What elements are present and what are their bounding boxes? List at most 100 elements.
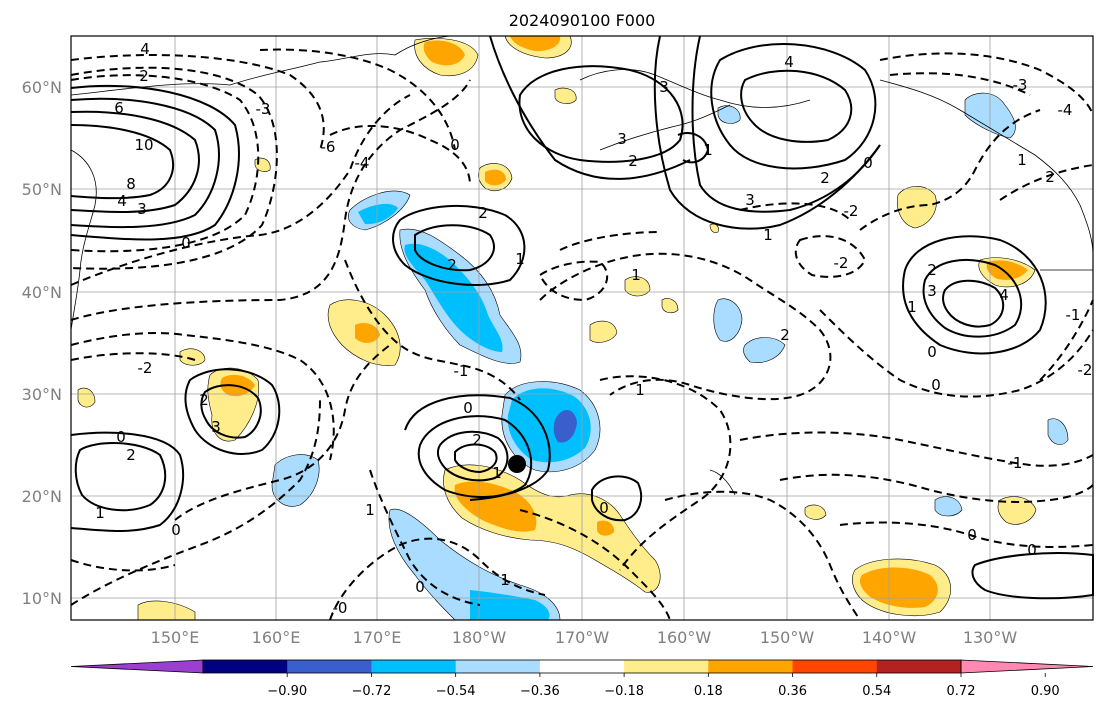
patch — [454, 481, 537, 532]
patch — [470, 590, 550, 620]
contour-label: -2 — [844, 202, 859, 220]
colorbar-tick-label: 0.54 — [862, 684, 891, 699]
solid-contours — [70, 35, 1094, 600]
contour-label: 2 — [628, 152, 638, 170]
colorbar-segment — [371, 660, 457, 673]
contour-line — [259, 48, 456, 151]
contour-label: 0 — [931, 376, 941, 394]
contour-label: 0 — [181, 234, 191, 252]
contour-label: 0 — [415, 578, 425, 596]
contour-line — [538, 260, 609, 302]
contour-label: 2 — [139, 67, 149, 85]
contour-label: -4 — [355, 154, 370, 172]
colorbar-segment — [876, 660, 962, 673]
figure-title: 2024090100 F000 — [509, 11, 656, 30]
patch — [597, 520, 615, 536]
contour-label: 2 — [447, 256, 457, 274]
contour-label: 3 — [745, 191, 755, 209]
colorbar-segment — [539, 660, 625, 673]
coastline-kamchatka — [70, 35, 451, 96]
contour-label: 4 — [140, 40, 150, 58]
colorbar-extend-low — [70, 659, 204, 674]
contour-label: 0 — [171, 521, 181, 539]
colorbar-tick-label: −0.36 — [520, 684, 560, 699]
lon-label-170e: 170°E — [353, 628, 402, 647]
lon-label-180w: 180°W — [452, 628, 507, 647]
contour-line — [70, 110, 200, 214]
contour-label: -1 — [454, 362, 469, 380]
contour-line — [559, 231, 661, 251]
contour-line — [653, 35, 881, 230]
contour-label: 1 — [365, 501, 375, 519]
patch — [485, 169, 506, 186]
contour-label: 4 — [784, 53, 794, 71]
contour-label: 1 — [703, 141, 713, 159]
latitude-axis: 60°N 50°N 40°N 30°N 20°N 10°N — [22, 78, 62, 608]
contour-label: 2 — [780, 326, 790, 344]
contour-label: 4 — [117, 192, 127, 210]
contour-label: 0 — [967, 526, 977, 544]
contour-line — [70, 124, 175, 200]
patch — [404, 243, 503, 352]
contour-label: 6 — [114, 99, 124, 117]
contour-line — [971, 552, 1094, 600]
contour-label: 10 — [134, 136, 153, 154]
contour-label: -6 — [321, 138, 336, 156]
coastline-kuril — [70, 149, 97, 331]
patch — [355, 323, 380, 343]
contour-label: -3 — [1013, 76, 1028, 94]
contour-label: 0 — [863, 154, 873, 172]
contour-label: 0 — [463, 399, 473, 417]
colorbar-tick-label: 0.72 — [947, 684, 976, 699]
contour-label: 1 — [95, 504, 105, 522]
contour-label: 2 — [1045, 168, 1055, 186]
gridlines — [71, 36, 1093, 620]
contour-line — [739, 431, 1094, 467]
contour-line — [839, 521, 1094, 548]
contour-label: 1 — [500, 571, 510, 589]
contour-line — [369, 469, 481, 606]
contour-line — [677, 132, 710, 164]
contour-label: -4 — [1058, 101, 1073, 119]
colorbar-outline — [202, 659, 962, 674]
map-frame — [70, 35, 1094, 621]
patch — [554, 87, 577, 104]
contour-line — [417, 415, 533, 498]
contour-label: 1 — [763, 226, 773, 244]
colorbar-tick-label: −0.54 — [436, 684, 476, 699]
patch — [743, 337, 786, 363]
patch — [507, 388, 591, 463]
contour-line — [70, 54, 325, 151]
colorbar-segment — [792, 660, 878, 673]
lat-label-50n: 50°N — [22, 180, 62, 199]
patch — [997, 496, 1037, 525]
contour-label: -2 — [138, 359, 153, 377]
contour-line — [942, 279, 1005, 328]
contour-label: 0 — [450, 136, 460, 154]
colorbar-tick-label: −0.72 — [352, 684, 392, 699]
contour-label: 1 — [492, 464, 502, 482]
patch — [897, 186, 937, 229]
patch — [713, 298, 743, 342]
contour-labels: 4 2 6 10 8 3 4 0 -6 -3 -4 0 2 2 1 3 2 1 … — [95, 40, 1092, 617]
patch — [388, 508, 561, 621]
patch — [77, 387, 96, 408]
colorbar-segment — [287, 660, 372, 673]
contour-line — [779, 473, 1094, 503]
lat-label-40n: 40°N — [22, 283, 62, 302]
contour-line — [74, 442, 167, 512]
patch — [423, 40, 465, 66]
contour-line — [922, 259, 1023, 338]
colorbar: −0.90 −0.72 −0.54 −0.36 −0.18 0.18 0.36 0.54 0.7… — [70, 659, 1094, 699]
contour-label: 2 — [927, 261, 937, 279]
patch — [1047, 418, 1069, 445]
map-panel: 4 2 6 10 8 3 4 0 -6 -3 -4 0 2 2 1 3 2 1 … — [70, 35, 1094, 621]
contour-label: 3 — [617, 130, 627, 148]
lat-label-30n: 30°N — [22, 385, 62, 404]
contour-line — [819, 309, 1094, 398]
colorbar-segment — [455, 660, 541, 673]
contour-label: 0 — [599, 499, 609, 517]
patch — [624, 276, 651, 297]
contour-label: 1 — [515, 250, 525, 268]
lon-label-160e: 160°E — [252, 628, 301, 647]
